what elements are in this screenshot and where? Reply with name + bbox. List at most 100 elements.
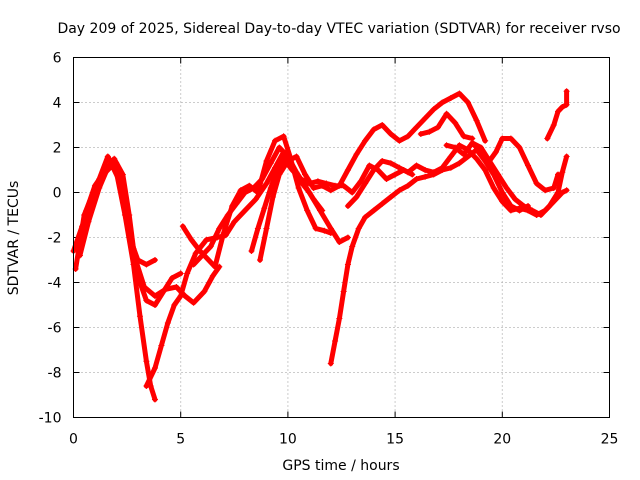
data-point-marker — [362, 137, 369, 144]
data-point-marker — [344, 203, 351, 209]
data-point-marker — [525, 162, 532, 169]
data-point-marker — [559, 169, 566, 176]
data-point-marker — [340, 288, 347, 295]
series-trace-4 — [76, 160, 158, 268]
data-point-marker — [205, 257, 212, 263]
y-tick-label: 0 — [53, 186, 62, 202]
data-point-marker — [529, 207, 536, 214]
data-point-marker — [387, 194, 394, 200]
data-point-marker — [379, 200, 386, 207]
data-point-marker — [274, 167, 281, 173]
data-point-marker — [261, 205, 268, 212]
data-point-marker — [143, 383, 150, 389]
data-point-marker — [263, 180, 270, 187]
data-point-marker — [179, 223, 186, 230]
data-point-marker — [447, 95, 454, 101]
data-point-marker — [128, 239, 135, 245]
data-point-marker — [443, 110, 450, 117]
data-point-marker — [207, 243, 214, 250]
data-point-marker — [201, 288, 208, 295]
data-point-marker — [563, 153, 570, 160]
data-point-marker — [196, 248, 203, 254]
data-point-marker — [422, 173, 429, 180]
data-point-marker — [417, 131, 424, 137]
data-point-marker — [209, 272, 216, 279]
y-tick-label: 2 — [53, 141, 62, 157]
data-point-marker — [203, 236, 210, 243]
data-point-marker — [113, 160, 120, 167]
series-trace-14 — [469, 135, 562, 194]
data-point-marker — [267, 160, 274, 167]
data-point-marker — [456, 90, 463, 97]
data-point-marker — [409, 171, 416, 178]
series-trace — [257, 91, 488, 263]
data-point-marker — [151, 396, 158, 403]
data-point-marker — [379, 122, 386, 128]
data-point-marker — [404, 133, 411, 140]
data-point-marker — [460, 151, 467, 158]
data-point-marker — [310, 185, 317, 191]
data-point-marker — [259, 176, 266, 182]
data-point-marker — [537, 212, 544, 218]
data-point-marker — [151, 293, 158, 299]
data-point-marker — [555, 171, 562, 178]
data-point-marker — [263, 225, 270, 232]
data-point-marker — [426, 128, 433, 135]
y-tick-label: -8 — [48, 366, 62, 382]
data-point-marker — [555, 189, 562, 196]
data-point-marker — [456, 160, 463, 167]
data-point-marker — [464, 99, 471, 106]
data-point-marker — [357, 178, 364, 185]
y-tick-label: 6 — [53, 51, 62, 67]
data-point-marker — [177, 270, 184, 277]
data-point-marker — [336, 315, 343, 322]
data-point-marker — [507, 135, 514, 142]
data-point-marker — [212, 263, 219, 270]
data-point-marker — [460, 133, 467, 140]
data-point-marker — [555, 108, 562, 115]
data-point-marker — [136, 279, 143, 286]
data-point-marker — [550, 185, 557, 191]
data-point-marker — [280, 133, 287, 140]
data-point-marker — [404, 182, 411, 189]
data-point-marker — [254, 189, 261, 196]
data-point-marker — [327, 230, 334, 236]
data-point-marker — [242, 189, 249, 196]
data-point-marker — [248, 248, 255, 254]
data-point-marker — [563, 187, 570, 194]
data-point-marker — [392, 171, 399, 178]
data-point-marker — [492, 149, 499, 155]
data-point-marker — [280, 155, 287, 162]
data-point-marker — [302, 171, 309, 178]
data-point-marker — [490, 185, 497, 191]
x-tick-label: 0 — [69, 432, 78, 448]
data-point-marker — [269, 194, 276, 200]
data-point-marker — [482, 137, 489, 144]
y-tick-label: -2 — [48, 231, 62, 247]
series-trace-6 — [179, 133, 334, 270]
data-point-marker — [362, 180, 369, 187]
data-point-marker — [370, 167, 377, 173]
data-point-marker — [434, 124, 441, 131]
y-tick-label: -4 — [48, 276, 62, 292]
data-point-marker — [136, 313, 143, 320]
data-point-marker — [177, 293, 184, 299]
data-point-marker — [304, 207, 311, 214]
axis-ticks: 0 5 10 15 20 25 -10 -8 -6 -4 -2 0 2 4 6 — [39, 51, 619, 448]
data-point-marker — [252, 196, 259, 203]
data-point-marker — [289, 167, 296, 173]
x-tick-label: 25 — [601, 432, 619, 448]
data-point-marker — [169, 275, 176, 281]
series-trace-10 — [327, 146, 532, 367]
data-point-marker — [396, 137, 403, 144]
data-point-marker — [387, 160, 394, 167]
series-trace — [249, 156, 415, 254]
series-trace — [77, 160, 158, 267]
data-point-marker — [499, 198, 506, 205]
data-point-marker — [327, 187, 334, 194]
data-point-marker — [83, 207, 90, 214]
data-point-marker — [542, 187, 549, 194]
data-point-marker — [336, 239, 343, 245]
data-point-marker — [452, 119, 459, 126]
data-point-marker — [353, 151, 360, 158]
